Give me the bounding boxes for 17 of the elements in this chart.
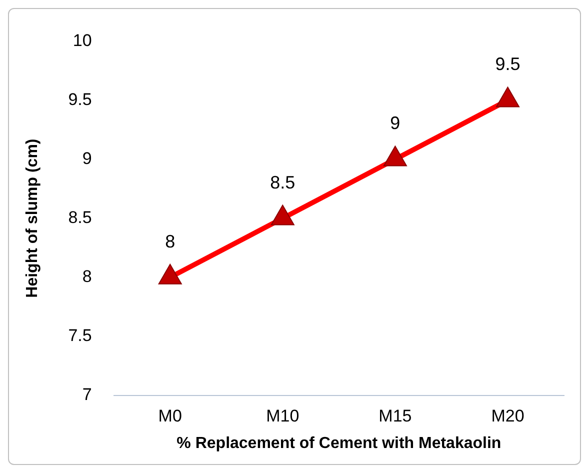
data-label: 9.5 — [495, 54, 520, 74]
x-axis-title: % Replacement of Cement with Metakaolin — [176, 434, 502, 452]
y-tick-label: 8 — [82, 267, 92, 286]
x-tick-label: M15 — [378, 406, 412, 426]
data-label: 9 — [390, 113, 400, 134]
y-axis-title: Height of slump (cm) — [24, 138, 42, 298]
y-tick-label: 10 — [72, 30, 92, 50]
data-label: 8 — [165, 231, 176, 252]
x-tick-label: M20 — [491, 406, 524, 426]
y-tick-label: 8.5 — [68, 208, 92, 227]
x-tick-label: M10 — [266, 406, 300, 426]
y-tick-label: 7.5 — [68, 326, 92, 346]
x-tick-label: M0 — [158, 406, 182, 426]
y-tick-label: 9 — [82, 148, 92, 168]
y-tick-label: 9.5 — [68, 90, 92, 109]
y-tick-label: 7 — [82, 385, 92, 404]
data-label: 8.5 — [270, 172, 296, 192]
